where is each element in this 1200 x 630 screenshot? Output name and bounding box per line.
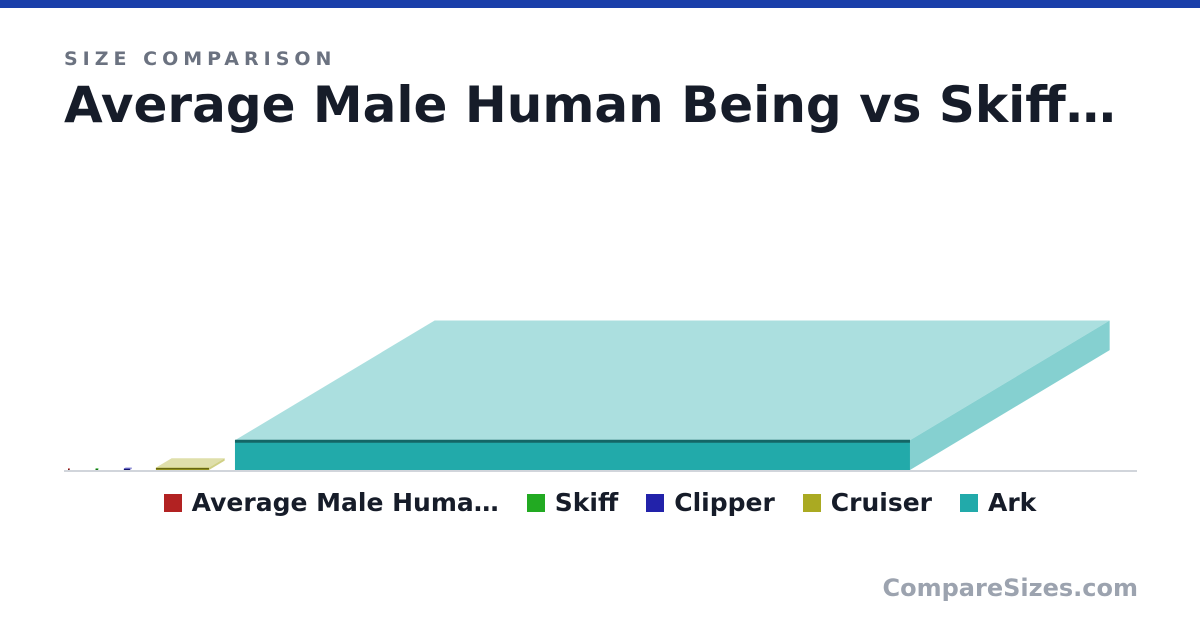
object-3-top-face [155,458,225,468]
object-4-side-face [909,320,1110,470]
object-2-side-face [129,467,132,470]
chart-legend: Average Male Huma… Skiff Clipper Cruiser Ark [0,488,1200,517]
legend-item: Ark [960,488,1036,517]
legend-swatch [960,493,978,512]
top-accent-bar [0,0,1200,8]
object-2-top-face [123,467,132,469]
legend-item: Average Male Huma… [163,488,499,517]
kicker-label: SIZE COMPARISON [64,48,337,70]
object-4-front-face [234,440,910,470]
legend-label: Skiff [554,488,619,517]
object-3-side-face [208,458,225,470]
object-1-side-face [97,468,99,470]
legend-item: Skiff [526,488,619,517]
legend-swatch [163,493,182,512]
legend-label: Cruiser [830,488,932,517]
legend-label: Average Male Huma… [191,488,499,517]
legend-swatch [526,493,545,512]
legend-swatch [646,493,665,512]
brand-watermark: CompareSizes.com [882,574,1138,602]
object-4-top-face [234,320,1110,441]
legend-label: Ark [988,488,1037,517]
legend-item: Cruiser [802,488,932,517]
legend-swatch [802,493,821,512]
legend-label: Clipper [674,488,775,517]
legend-item: Clipper [646,488,775,517]
